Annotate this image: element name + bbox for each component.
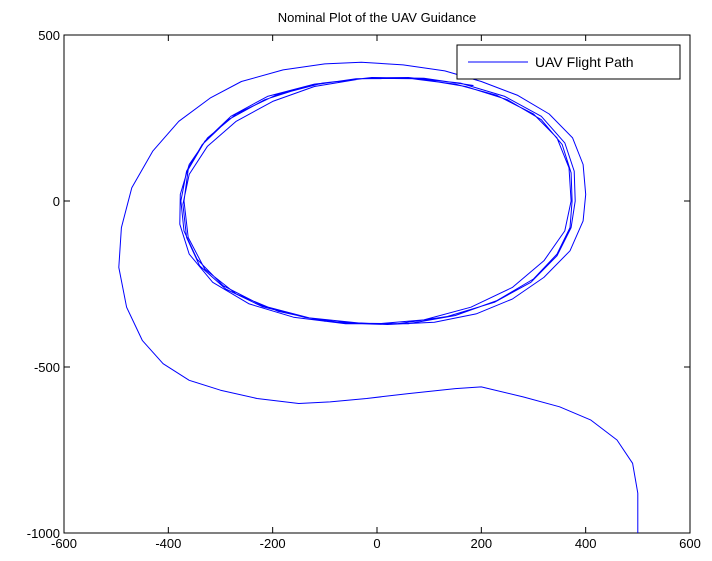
x-tick-label: 600	[679, 536, 701, 551]
x-tick-label: -400	[155, 536, 181, 551]
y-tick-label: -500	[34, 360, 60, 375]
y-tick-label: 500	[38, 28, 60, 43]
y-tick-labels: 500 0 -500 -1000	[27, 28, 60, 541]
legend: UAV Flight Path	[456, 44, 681, 80]
y-tick-label: 0	[53, 194, 60, 209]
x-tick-label: -200	[260, 536, 286, 551]
legend-label: UAV Flight Path	[535, 54, 634, 70]
x-tick-labels: -600 -400 -200 0 200 400 600	[51, 536, 701, 551]
plot-area	[63, 34, 691, 534]
y-tick-label: -1000	[27, 526, 60, 541]
series-layer	[118, 61, 639, 533]
x-tick-label: 0	[373, 536, 380, 551]
x-tick-label: 200	[470, 536, 492, 551]
series-line-uav-flight-path	[118, 61, 639, 533]
axis-ticks	[63, 34, 691, 534]
chart-title: Nominal Plot of the UAV Guidance	[278, 10, 476, 25]
x-tick-label: 400	[575, 536, 597, 551]
x-tick-label: -600	[51, 536, 77, 551]
